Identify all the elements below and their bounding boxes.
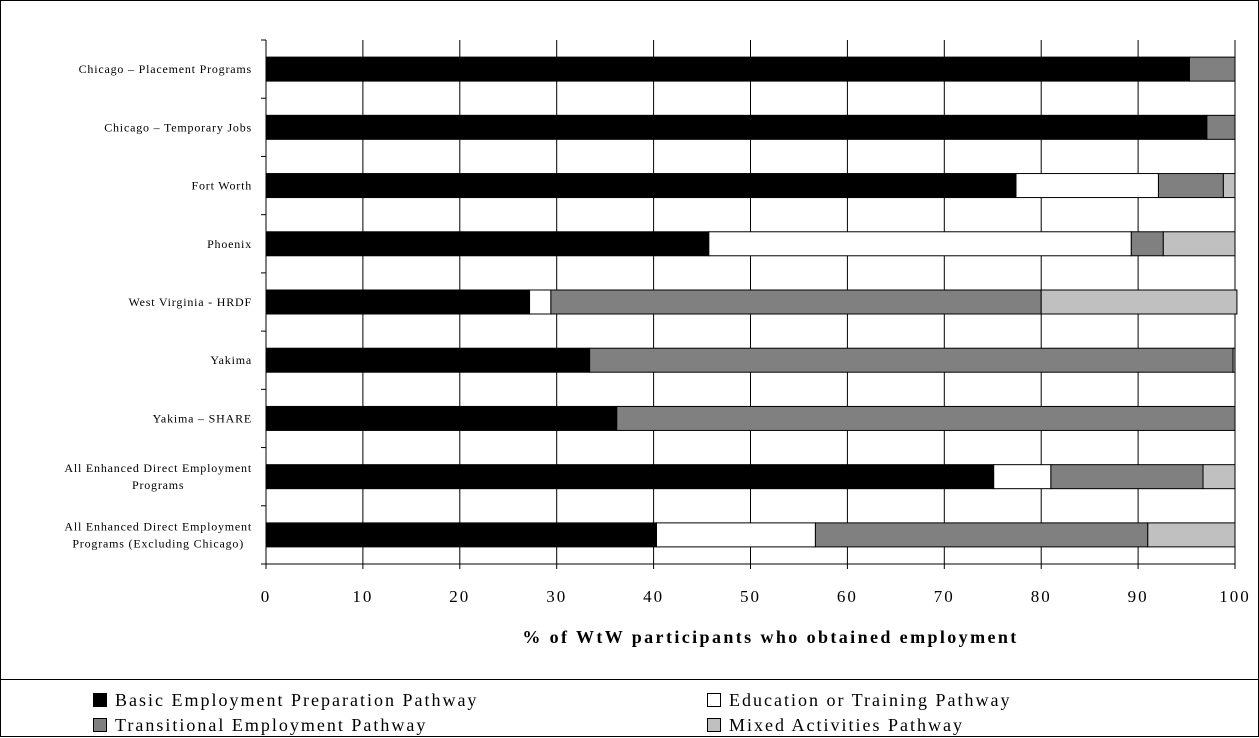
bar-segment-6-0	[265, 405, 618, 431]
bar-segment-8-0	[265, 522, 658, 548]
legend-swatch-transitional	[93, 718, 107, 732]
legend-item-education: Education or Training Pathway	[707, 690, 1011, 710]
category-label-5: Yakima	[210, 353, 252, 367]
bar-segment-8-3	[1147, 522, 1236, 548]
bar-segment-7-3	[1202, 464, 1236, 490]
bar-segment-7-0	[265, 464, 995, 490]
legend-swatch-mixed	[707, 718, 721, 732]
category-labels: Chicago – Placement Programs Chicago – Te…	[64, 62, 252, 550]
bar-segment-3-0	[265, 231, 710, 257]
category-label-8-line-1: Programs (Excluding Chicago)	[72, 536, 244, 550]
legend-label-mixed: Mixed Activities Pathway	[729, 715, 964, 735]
bar-segment-2-2	[1157, 173, 1224, 199]
axes	[261, 39, 1236, 569]
x-tick-label-0: 0	[261, 587, 272, 606]
bar-segment-7-2	[1050, 464, 1204, 490]
bar-segment-2-0	[265, 173, 1017, 199]
x-tick-label-20: 20	[449, 587, 470, 606]
legend-item-basic: Basic Employment Preparation Pathway	[93, 690, 478, 710]
category-label-7-line-0: All Enhanced Direct Employment	[64, 461, 252, 475]
bar-segment-0-2	[1188, 56, 1236, 82]
category-label-7-line-1: Programs	[132, 478, 184, 492]
x-tick-label-100: 100	[1219, 587, 1251, 606]
bar-segment-0-0	[265, 56, 1190, 82]
bar-segment-4-2	[550, 289, 1042, 315]
bar-segment-6-2	[616, 405, 1236, 431]
category-label-3: Phoenix	[207, 237, 252, 251]
bar-segment-1-0	[265, 114, 1208, 140]
x-tick-label-90: 90	[1128, 587, 1149, 606]
x-tick-labels: 0 10 20 30 40 50 60 70 80 90 100	[261, 587, 1251, 606]
bar-segment-8-1	[656, 522, 816, 548]
x-tick-label-80: 80	[1031, 587, 1052, 606]
category-label-2: Fort Worth	[192, 179, 252, 193]
bar-segment-2-3	[1222, 173, 1236, 199]
bar-segments	[265, 56, 1238, 548]
bar-segment-2-1	[1015, 173, 1159, 199]
x-tick-label-30: 30	[546, 587, 567, 606]
bar-segment-3-3	[1162, 231, 1236, 257]
x-tick-label-40: 40	[643, 587, 664, 606]
x-axis-title: % of WtW participants who obtained emplo…	[522, 627, 1018, 647]
bar-segment-3-2	[1130, 231, 1164, 257]
legend: Basic Employment Preparation Pathway Edu…	[1, 679, 1258, 738]
x-tick-label-10: 10	[352, 587, 373, 606]
category-label-1: Chicago – Temporary Jobs	[104, 120, 252, 134]
legend-label-basic: Basic Employment Preparation Pathway	[115, 690, 479, 710]
bar-segment-4-1	[529, 289, 552, 315]
category-label-4: West Virginia - HRDF	[128, 295, 252, 309]
category-label-8-line-0: All Enhanced Direct Employment	[64, 519, 252, 533]
bar-segment-3-1	[708, 231, 1132, 257]
legend-item-mixed: Mixed Activities Pathway	[707, 715, 964, 735]
legend-swatch-basic	[93, 693, 107, 707]
legend-item-transitional: Transitional Employment Pathway	[93, 715, 427, 735]
legend-swatch-education	[707, 693, 721, 707]
bar-segment-4-0	[265, 289, 531, 315]
bar-segment-5-2	[589, 347, 1234, 373]
bar-segment-1-2	[1206, 114, 1236, 140]
bar-segment-5-3	[1232, 347, 1236, 373]
category-label-6: Yakima – SHARE	[153, 411, 252, 425]
bar-segment-7-1	[993, 464, 1052, 490]
x-tick-label-70: 70	[934, 587, 955, 606]
stacked-bar-chart: Chicago – Placement Programs Chicago – Te…	[64, 39, 1251, 647]
bar-segment-8-2	[814, 522, 1149, 548]
legend-label-transitional: Transitional Employment Pathway	[115, 715, 428, 735]
bar-segment-4-3	[1040, 289, 1238, 315]
x-tick-label-60: 60	[837, 587, 858, 606]
category-label-0: Chicago – Placement Programs	[79, 62, 252, 76]
bar-segment-5-0	[265, 347, 591, 373]
x-tick-label-50: 50	[740, 587, 761, 606]
legend-label-education: Education or Training Pathway	[729, 690, 1012, 710]
